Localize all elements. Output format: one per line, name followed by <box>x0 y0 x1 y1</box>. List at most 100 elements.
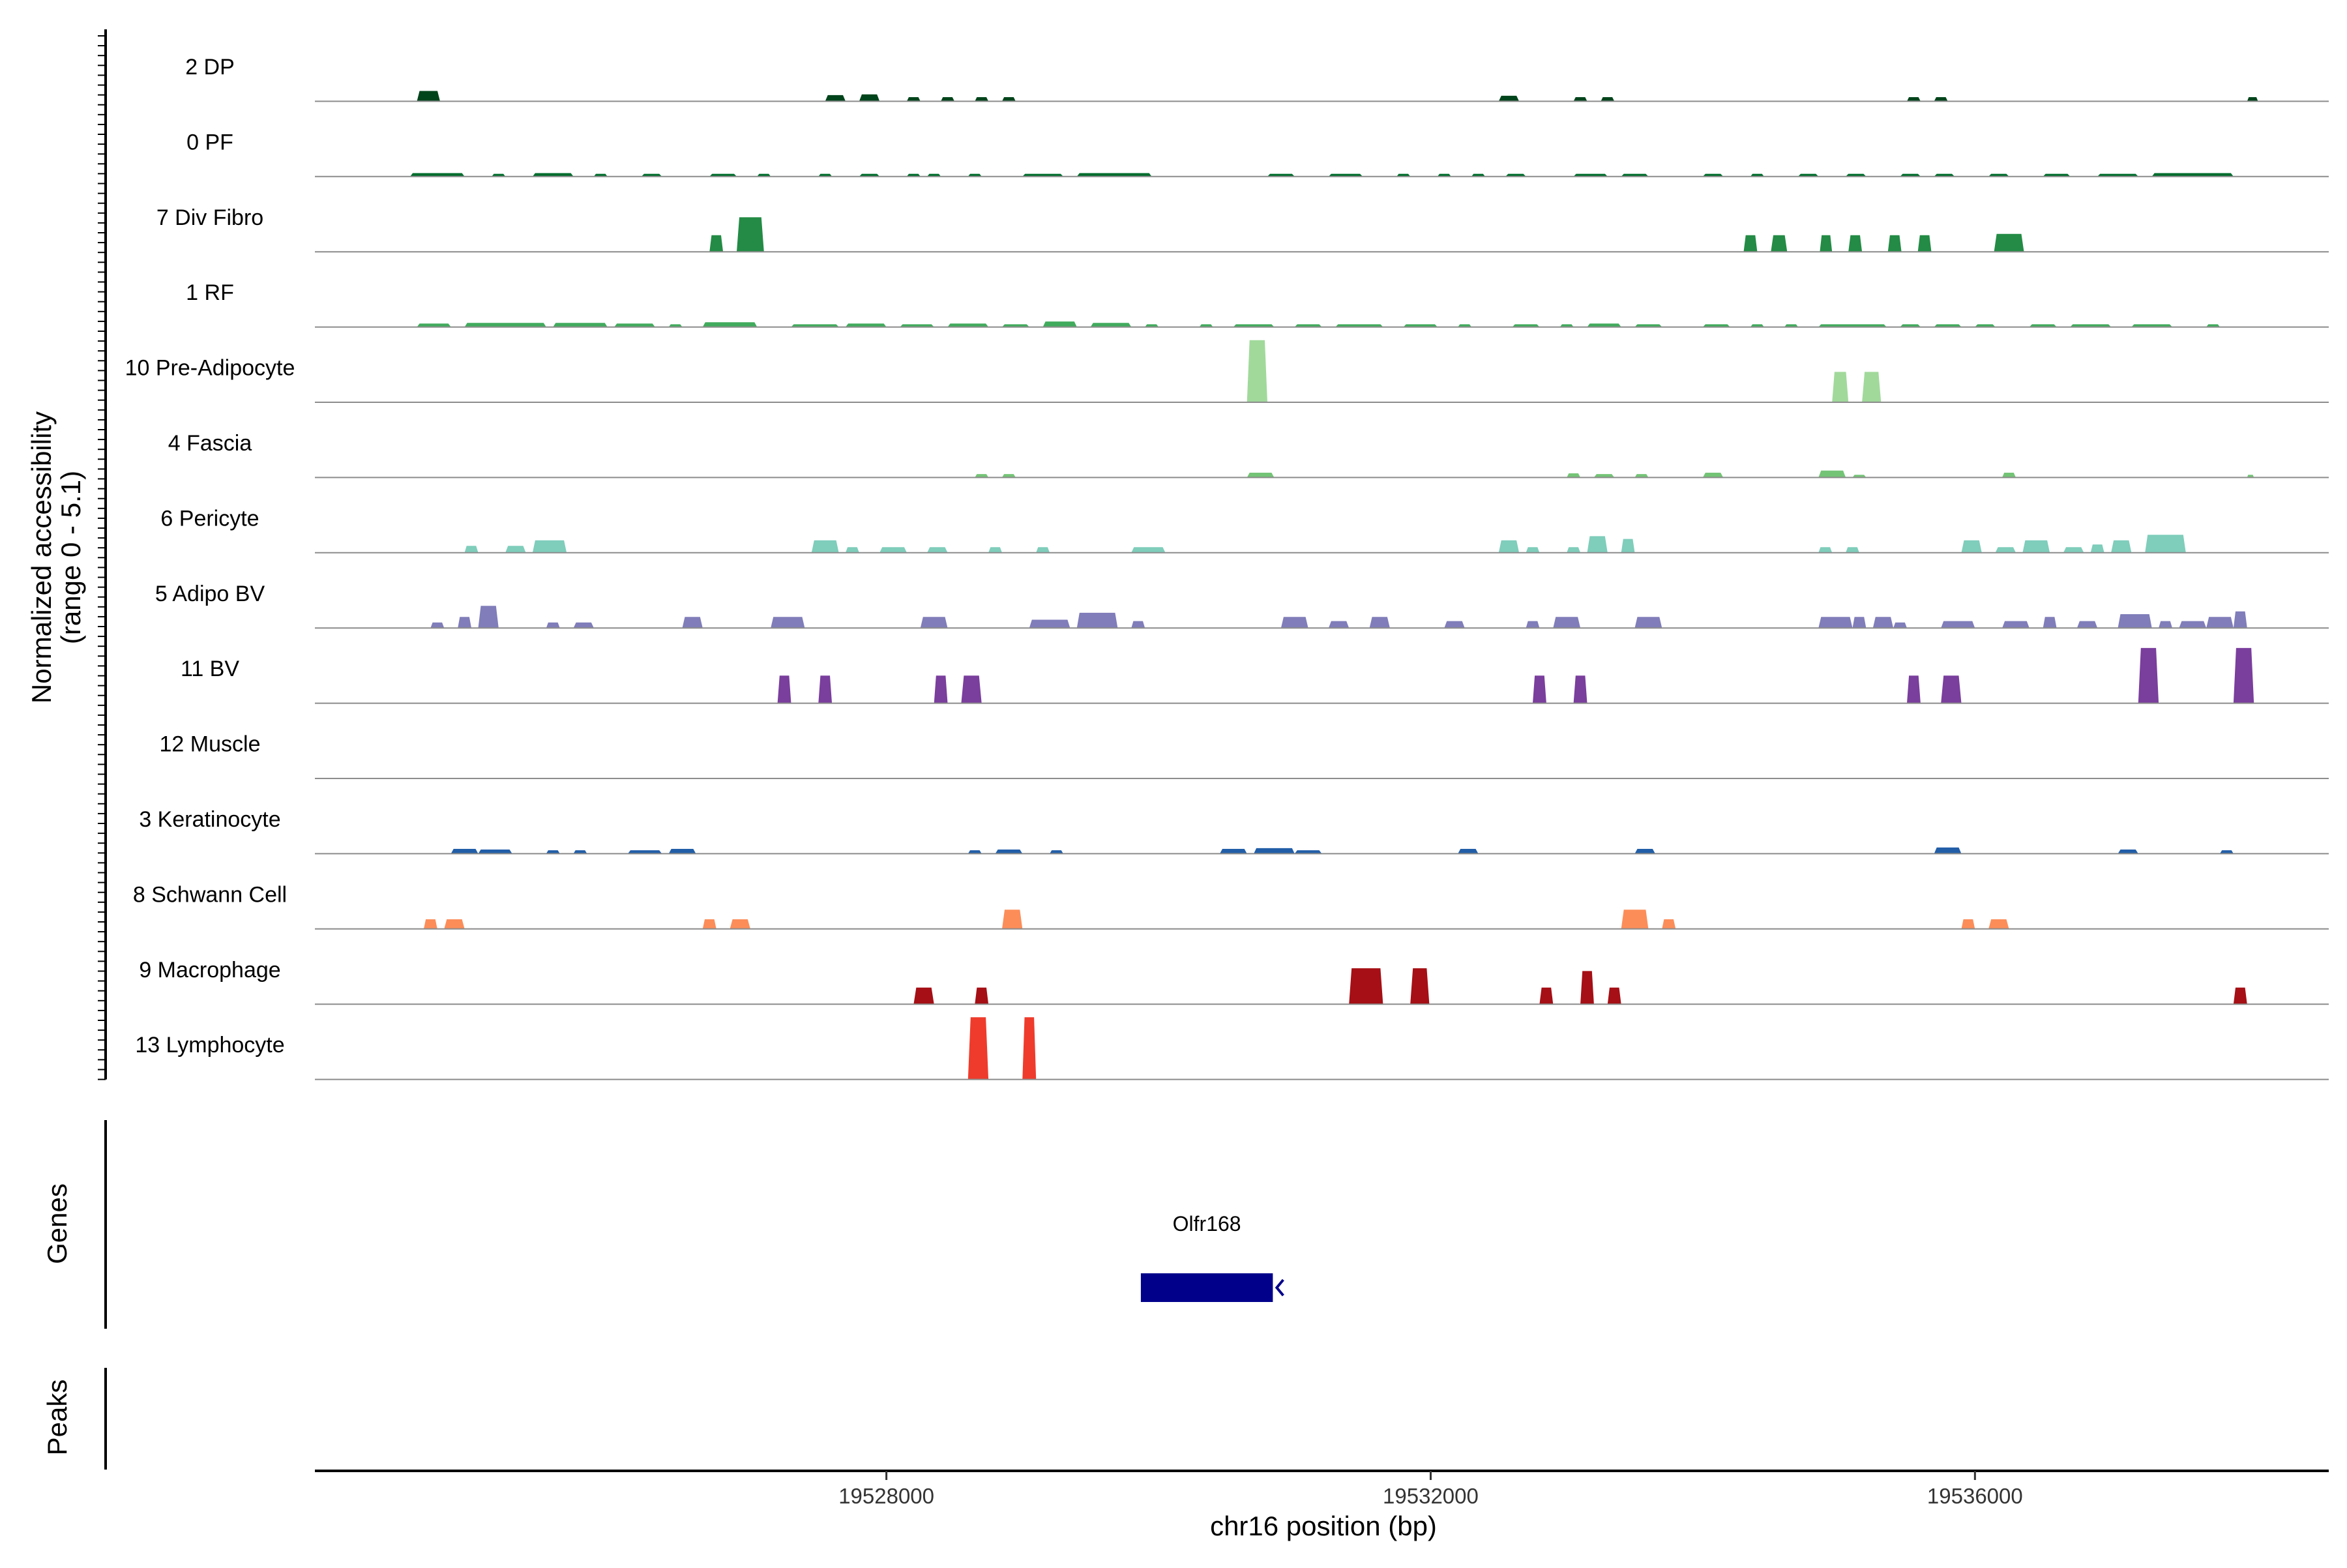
coverage-peak <box>900 324 934 327</box>
coverage-peak <box>975 987 989 1005</box>
coverage-peak <box>934 675 948 703</box>
coverage-peak <box>1900 173 1921 177</box>
coverage-peak <box>1662 919 1676 929</box>
coverage-peak <box>1220 849 1247 854</box>
coverage-peak <box>1702 173 1724 177</box>
x-axis-tick-label: 19528000 <box>838 1484 934 1508</box>
coverage-peak <box>1934 847 1962 854</box>
coverage-peak <box>2159 621 2172 629</box>
coverage-peak <box>1458 849 1479 854</box>
coverage-peak <box>811 540 839 553</box>
coverage-peak <box>2179 621 2207 629</box>
coverage-peak <box>2118 850 2138 854</box>
coverage-peak <box>1771 235 1788 252</box>
coverage-peak <box>1526 547 1540 553</box>
coverage-peak <box>505 546 526 553</box>
coverage-peak <box>702 322 758 327</box>
coverage-peak <box>424 919 437 929</box>
gene-strand-arrow-icon <box>1275 1279 1284 1297</box>
coverage-peak <box>2247 97 2258 102</box>
coverage-peak <box>1294 850 1322 854</box>
coverage-peak <box>1798 173 1819 177</box>
coverage-peak <box>1267 173 1295 177</box>
coverage-peak <box>573 622 594 629</box>
coverage-peak <box>2233 987 2247 1005</box>
coverage-peak <box>1512 324 1540 327</box>
coverage-peak <box>492 173 506 177</box>
track-label: 10 Pre-Adipocyte <box>125 356 295 381</box>
coverage-peak <box>846 323 887 327</box>
coverage-peak <box>1907 97 1921 102</box>
track-2: 0 PF <box>186 130 2329 177</box>
track-5: 10 Pre-Adipocyte <box>125 340 2329 403</box>
track-label: 11 BV <box>181 657 239 681</box>
coverage-peak <box>1988 919 2009 929</box>
coverage-peak <box>967 1017 989 1080</box>
coverage-peak <box>1410 968 1430 1005</box>
coverage-peak <box>1328 173 1363 177</box>
coverage-peak <box>1634 324 1662 327</box>
coverage-peak <box>947 323 989 327</box>
track-4: 1 RF <box>186 280 2329 328</box>
coverage-peak <box>757 173 771 177</box>
coverage-peak <box>1784 324 1798 327</box>
coverage-peak <box>573 850 587 854</box>
track-13: 9 Macrophage <box>139 958 2329 1005</box>
coverage-peak <box>2131 324 2172 327</box>
coverage-peak <box>1702 324 1730 327</box>
track-label: 3 Keratinocyte <box>139 807 280 832</box>
coverage-peak <box>2118 614 2152 629</box>
coverage-peak <box>628 850 662 854</box>
track-7: 6 Pericyte <box>160 506 2329 554</box>
coverage-peak <box>730 919 750 929</box>
coverage-peak <box>1848 235 1863 252</box>
coverage-peak <box>1002 474 1016 478</box>
gene-body <box>1140 1273 1273 1302</box>
coverage-peak <box>1369 617 1390 629</box>
coverage-peak <box>1145 324 1159 327</box>
coverage-peak <box>1505 173 1526 177</box>
coverage-peak <box>2206 324 2220 327</box>
coverage-peak <box>1559 324 1574 327</box>
coverage-peak <box>771 617 805 629</box>
x-axis-tick-label: 19536000 <box>1927 1484 2023 1508</box>
coverage-peak <box>1820 235 1833 252</box>
coverage-peak <box>682 617 703 629</box>
coverage-peak <box>906 97 921 102</box>
track-label: 4 Fascia <box>168 431 252 456</box>
track-label: 0 PF <box>186 130 233 155</box>
coverage-peak <box>2233 611 2247 629</box>
coverage-peak <box>1852 617 1867 629</box>
coverage-peak <box>641 173 662 177</box>
coverage-peak <box>478 850 512 854</box>
coverage-peak <box>2002 473 2016 478</box>
coverage-peak <box>1526 621 1540 629</box>
coverage-peak <box>1750 324 1764 327</box>
coverage-peak <box>975 474 989 478</box>
coverage-peak <box>1846 547 1859 553</box>
coverage-peak <box>2206 617 2234 629</box>
coverage-peak <box>1076 612 1118 629</box>
coverage-peak <box>1567 473 1581 478</box>
coverage-peak <box>1887 235 1902 252</box>
track-3: 7 Div Fibro <box>156 205 2329 253</box>
coverage-peak <box>1934 173 1955 177</box>
coverage-peak <box>1702 473 1724 478</box>
coverage-peak <box>1076 173 1152 177</box>
coverage-peak <box>1036 547 1050 553</box>
coverage-peak <box>2063 547 2084 553</box>
coverage-peak <box>1634 474 1649 478</box>
coverage-peak <box>1247 473 1275 478</box>
coverage-peak <box>1743 235 1758 252</box>
coverage-peak <box>2233 647 2254 703</box>
coverage-peak <box>1994 233 2024 252</box>
coverage-peak <box>1941 621 1975 629</box>
coverage-peak <box>1131 621 1145 629</box>
coverage-peak <box>1995 547 2016 553</box>
coverage-peak <box>1403 324 1438 327</box>
coverage-peak <box>967 173 982 177</box>
coverage-peak <box>1050 850 1063 854</box>
axes-layer: Olfr168 19528000 19532000 19536000 <box>98 29 2329 1508</box>
